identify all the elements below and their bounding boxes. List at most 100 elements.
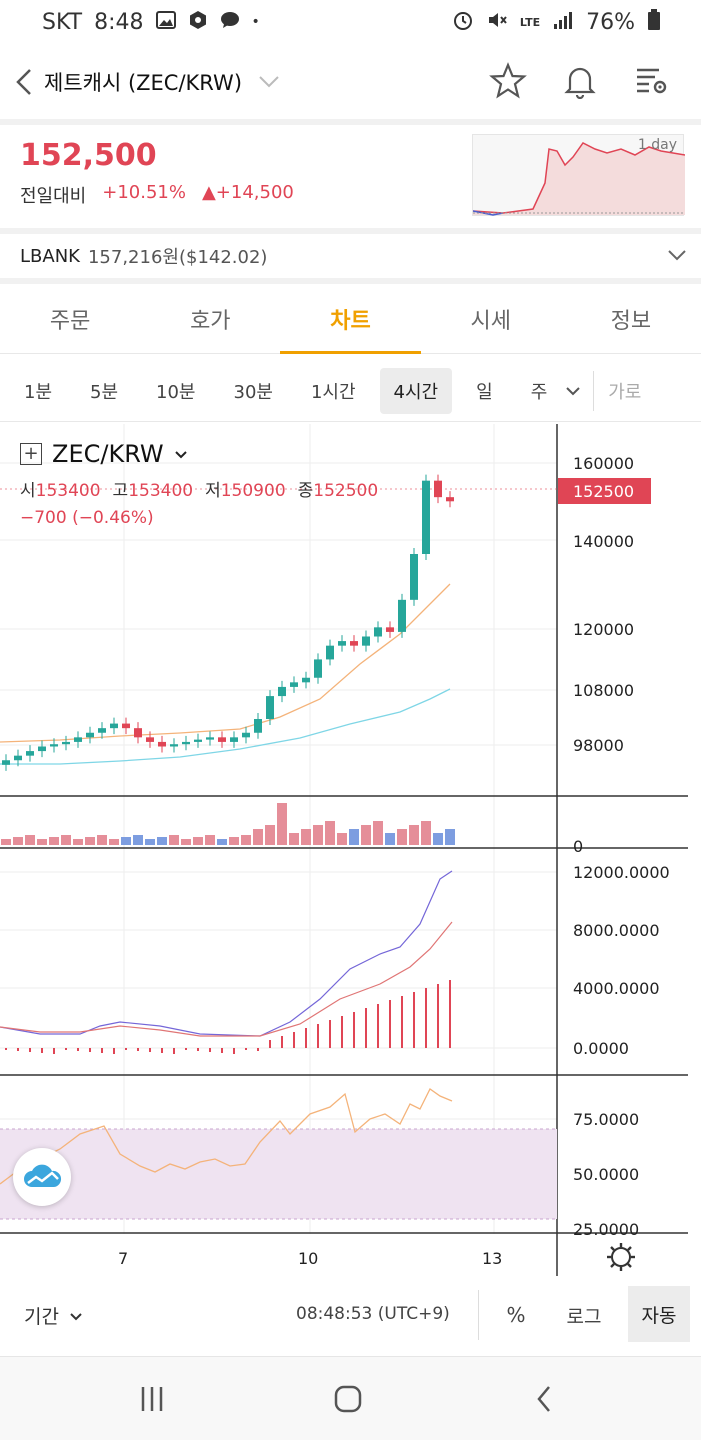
exchange-selector[interactable]: LBANK 157,216원($142.02): [0, 234, 701, 278]
volume-bar: [169, 835, 179, 845]
chart-pair-selector[interactable]: ZEC/KRW: [52, 440, 164, 468]
volume-bar: [49, 837, 59, 845]
candle: [50, 744, 58, 747]
signal-icon: [552, 10, 574, 35]
interval-10m[interactable]: 10분: [156, 381, 196, 403]
interval-30m[interactable]: 30분: [233, 381, 273, 403]
mute-icon: [486, 9, 508, 36]
back-icon: [16, 69, 31, 95]
back-nav-button[interactable]: [514, 1375, 574, 1423]
candle: [194, 739, 202, 742]
change-row: 전일대비 +10.51% ▲+14,500: [20, 182, 294, 208]
candle: [278, 686, 286, 697]
chart-clock[interactable]: 08:48:53 (UTC+9): [296, 1304, 450, 1324]
star-icon: [489, 62, 527, 99]
candle: [422, 480, 430, 554]
tab-chart[interactable]: 차트: [280, 284, 421, 354]
chevron-down-icon: [258, 70, 280, 95]
coin-selector[interactable]: 제트캐시 (ZEC/KRW): [44, 67, 280, 97]
cloud-chart-icon: [24, 1164, 62, 1187]
auto-scale-button[interactable]: 자동: [628, 1286, 690, 1342]
volume-axis-label: 0: [573, 837, 583, 856]
home-button[interactable]: [318, 1375, 378, 1423]
volume-bar: [133, 835, 143, 845]
candle: [374, 627, 382, 637]
interval-5m[interactable]: 5분: [90, 381, 119, 403]
gear-icon[interactable]: [607, 1243, 635, 1271]
cloud-button[interactable]: [13, 1148, 71, 1206]
candle: [14, 755, 22, 761]
candle: [338, 641, 346, 646]
candle: [410, 554, 418, 600]
status-time: 8:48: [94, 9, 144, 35]
hex-app-icon: [188, 10, 208, 35]
mini-chart-line: [472, 142, 686, 216]
low-label: 저: [205, 481, 221, 501]
open-value: 153400: [35, 481, 101, 501]
tab-orderbook[interactable]: 호가: [190, 308, 231, 334]
macd-axis-label: 12000.0000: [573, 863, 670, 882]
favorite-button[interactable]: [487, 58, 529, 104]
chevron-down-icon: [69, 1305, 83, 1327]
price-axis-label: 140000: [573, 532, 634, 551]
carrier: SKT: [42, 9, 83, 35]
candle: [110, 723, 118, 729]
tab-info[interactable]: 정보: [610, 308, 652, 334]
volume-bar: [121, 837, 131, 845]
candle: [230, 737, 238, 742]
candle: [314, 659, 322, 678]
interval-week[interactable]: 주: [530, 381, 548, 403]
back-button[interactable]: [4, 52, 44, 112]
interval-day[interactable]: 일: [476, 381, 493, 403]
log-scale-button[interactable]: 로그: [566, 1305, 602, 1328]
period-selector[interactable]: 기간: [24, 1302, 83, 1329]
settings-button[interactable]: [631, 58, 673, 104]
interval-1h[interactable]: 1시간: [310, 381, 356, 403]
home-icon: [334, 1385, 362, 1413]
volume-bar: [241, 835, 251, 845]
close-value: 152500: [313, 481, 379, 501]
close-label: 종: [297, 481, 314, 501]
ohlc-legend: 시153400 고153400 저150900 종152500: [20, 476, 378, 501]
rsi-axis-label: 50.0000: [573, 1165, 639, 1184]
volume-bar: [277, 803, 287, 845]
dot-icon: •: [251, 14, 260, 30]
percent-scale-button[interactable]: %: [506, 1303, 526, 1327]
gallery-icon: [155, 10, 176, 34]
price-summary: 152,500 전일대비 +10.51% ▲+14,500 1 day: [0, 124, 701, 228]
volume-bar: [397, 829, 407, 845]
last-price-tag-bg: [558, 478, 651, 504]
volume-bar: [61, 835, 71, 845]
exchange-name: LBANK: [20, 245, 80, 267]
volume-bar: [325, 821, 335, 845]
open-label: 시: [20, 481, 36, 501]
chevron-down-icon[interactable]: [565, 381, 581, 400]
low-value: 150900: [220, 481, 286, 501]
alert-button[interactable]: [559, 58, 601, 104]
volume-bar: [181, 839, 191, 845]
rsi-axis-label: 75.0000: [573, 1110, 639, 1129]
landscape-toggle[interactable]: 가로: [608, 381, 642, 403]
candlestick-chart[interactable]: 160000 140000 120000 108000 98000 0 1200…: [0, 424, 701, 1276]
volume-bar: [13, 837, 23, 845]
mini-chart[interactable]: 1 day: [472, 134, 686, 216]
battery-icon: [647, 8, 661, 36]
volume-bar: [337, 833, 347, 845]
add-indicator-button[interactable]: +: [20, 443, 42, 465]
candle: [158, 741, 166, 747]
x-axis-label: 10: [298, 1249, 318, 1268]
chart-area[interactable]: 160000 140000 120000 108000 98000 0 1200…: [0, 424, 701, 1276]
tab-order[interactable]: 주문: [49, 308, 91, 334]
tab-market[interactable]: 시세: [470, 308, 511, 334]
interval-4h[interactable]: 4시간: [379, 367, 453, 414]
candle: [218, 737, 226, 742]
recent-apps-button[interactable]: [122, 1375, 182, 1423]
interval-1m[interactable]: 1분: [24, 381, 53, 403]
divider: [0, 119, 701, 125]
volume-bar: [25, 835, 35, 845]
period-label: 기간: [24, 1306, 59, 1328]
chevron-down-icon[interactable]: [174, 445, 188, 464]
chart-change: −700 (−0.46%): [20, 508, 154, 528]
change-percent: +10.51%: [102, 182, 186, 203]
volume-bar: [253, 829, 263, 845]
